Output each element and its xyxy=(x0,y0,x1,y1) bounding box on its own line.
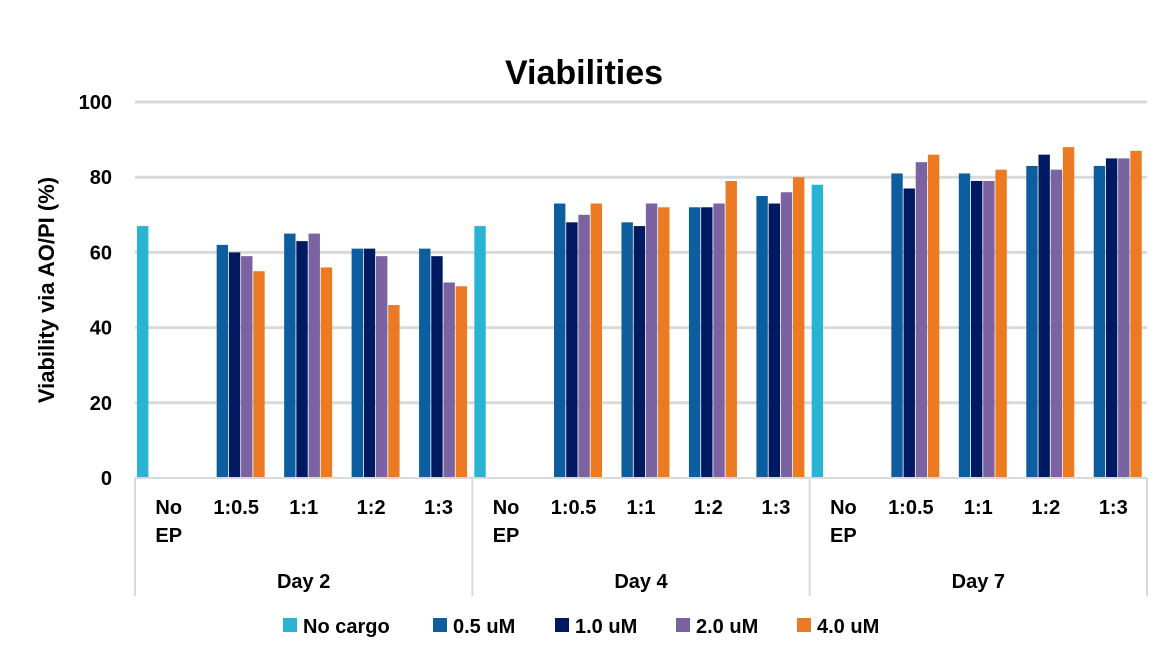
y-axis-label: Viability via AO/PI (%) xyxy=(34,177,59,403)
bar-4-0-um xyxy=(1130,150,1142,478)
bar-2-0-um xyxy=(578,214,590,479)
bar-2-0-um xyxy=(713,203,725,478)
group-label: Day 2 xyxy=(277,571,330,593)
bar-no-cargo xyxy=(811,184,824,478)
category-label: 1:2 xyxy=(694,497,723,519)
bar-1-0-um xyxy=(633,226,646,478)
bar-4-0-um xyxy=(388,305,400,478)
bar-4-0-um xyxy=(793,177,805,478)
legend-swatch xyxy=(283,618,297,632)
legend-swatch xyxy=(555,618,569,632)
bar-0-5-um xyxy=(419,248,431,478)
y-tick-label: 40 xyxy=(90,318,112,340)
y-tick-label: 60 xyxy=(90,242,112,264)
category-label: 1:2 xyxy=(357,497,386,519)
legend-swatch xyxy=(433,618,447,632)
y-tick-label: 20 xyxy=(90,393,112,415)
bar-no-cargo xyxy=(474,226,486,478)
category-label: 1:1 xyxy=(289,497,318,519)
bar-4-0-um xyxy=(1062,147,1075,478)
bar-2-0-um xyxy=(983,180,995,478)
bar-2-0-um xyxy=(1050,169,1063,478)
bar-0-5-um xyxy=(216,244,229,478)
bar-4-0-um xyxy=(658,207,670,478)
bar-4-0-um xyxy=(995,169,1007,478)
category-label: 1:2 xyxy=(1031,497,1060,519)
bar-2-0-um xyxy=(645,203,658,478)
bar-4-0-um xyxy=(320,267,333,478)
legend-label: 4.0 uM xyxy=(817,616,879,638)
bar-0-5-um xyxy=(351,248,363,478)
category-label: 1:1 xyxy=(627,497,656,519)
bar-2-0-um xyxy=(308,233,320,478)
category-label: No EP xyxy=(155,497,182,547)
bar-2-0-um xyxy=(443,282,455,478)
legend-label: No cargo xyxy=(303,616,390,638)
bar-2-0-um xyxy=(376,256,388,478)
legend-swatch xyxy=(676,618,690,632)
bar-4-0-um xyxy=(455,286,468,478)
bar-1-0-um xyxy=(701,207,713,478)
category-label: 1:3 xyxy=(761,497,790,519)
bar-1-0-um xyxy=(431,256,443,478)
bar-4-0-um xyxy=(253,271,265,478)
group-label: Day 7 xyxy=(952,571,1005,593)
category-label: 1:3 xyxy=(424,497,453,519)
bar-0-5-um xyxy=(958,173,971,478)
legend-label: 2.0 uM xyxy=(696,616,758,638)
category-label: 1:0.5 xyxy=(213,497,259,519)
bar-2-0-um xyxy=(915,162,928,478)
bar-0-5-um xyxy=(284,233,296,478)
bar-2-0-um xyxy=(1118,158,1130,478)
category-label: 1:3 xyxy=(1099,497,1128,519)
bar-1-0-um xyxy=(363,248,376,478)
bar-4-0-um xyxy=(927,154,940,478)
category-label: No EP xyxy=(830,497,857,547)
y-tick-label: 100 xyxy=(79,92,112,114)
bar-0-5-um xyxy=(554,203,566,478)
bar-0-5-um xyxy=(756,196,768,478)
legend-swatch xyxy=(797,618,811,632)
chart-title: Viabilities xyxy=(505,54,663,92)
bar-2-0-um xyxy=(241,256,253,478)
bar-1-0-um xyxy=(296,241,308,478)
bar-0-5-um xyxy=(1026,165,1038,479)
y-tick-label: 0 xyxy=(101,468,112,490)
bar-0-5-um xyxy=(891,173,903,478)
legend-label: 1.0 uM xyxy=(575,616,637,638)
bar-1-0-um xyxy=(1038,154,1050,478)
bar-2-0-um xyxy=(780,192,793,479)
bar-1-0-um xyxy=(1105,158,1118,478)
legend-label: 0.5 uM xyxy=(453,616,515,638)
category-label: 1:0.5 xyxy=(888,497,934,519)
bar-4-0-um xyxy=(590,203,602,478)
bar-0-5-um xyxy=(621,222,633,478)
category-label: No EP xyxy=(493,497,520,547)
bar-1-0-um xyxy=(228,252,241,478)
bar-1-0-um xyxy=(971,180,983,478)
bar-4-0-um xyxy=(725,180,737,478)
bar-1-0-um xyxy=(768,203,780,478)
group-label: Day 4 xyxy=(614,571,668,593)
bar-0-5-um xyxy=(1093,165,1106,479)
bar-0-5-um xyxy=(688,207,701,478)
bar-1-0-um xyxy=(903,188,915,479)
category-label: 1:0.5 xyxy=(551,497,597,519)
bar-1-0-um xyxy=(566,222,578,478)
y-tick-label: 80 xyxy=(90,167,112,189)
category-label: 1:1 xyxy=(964,497,993,519)
bar-no-cargo xyxy=(137,226,149,478)
